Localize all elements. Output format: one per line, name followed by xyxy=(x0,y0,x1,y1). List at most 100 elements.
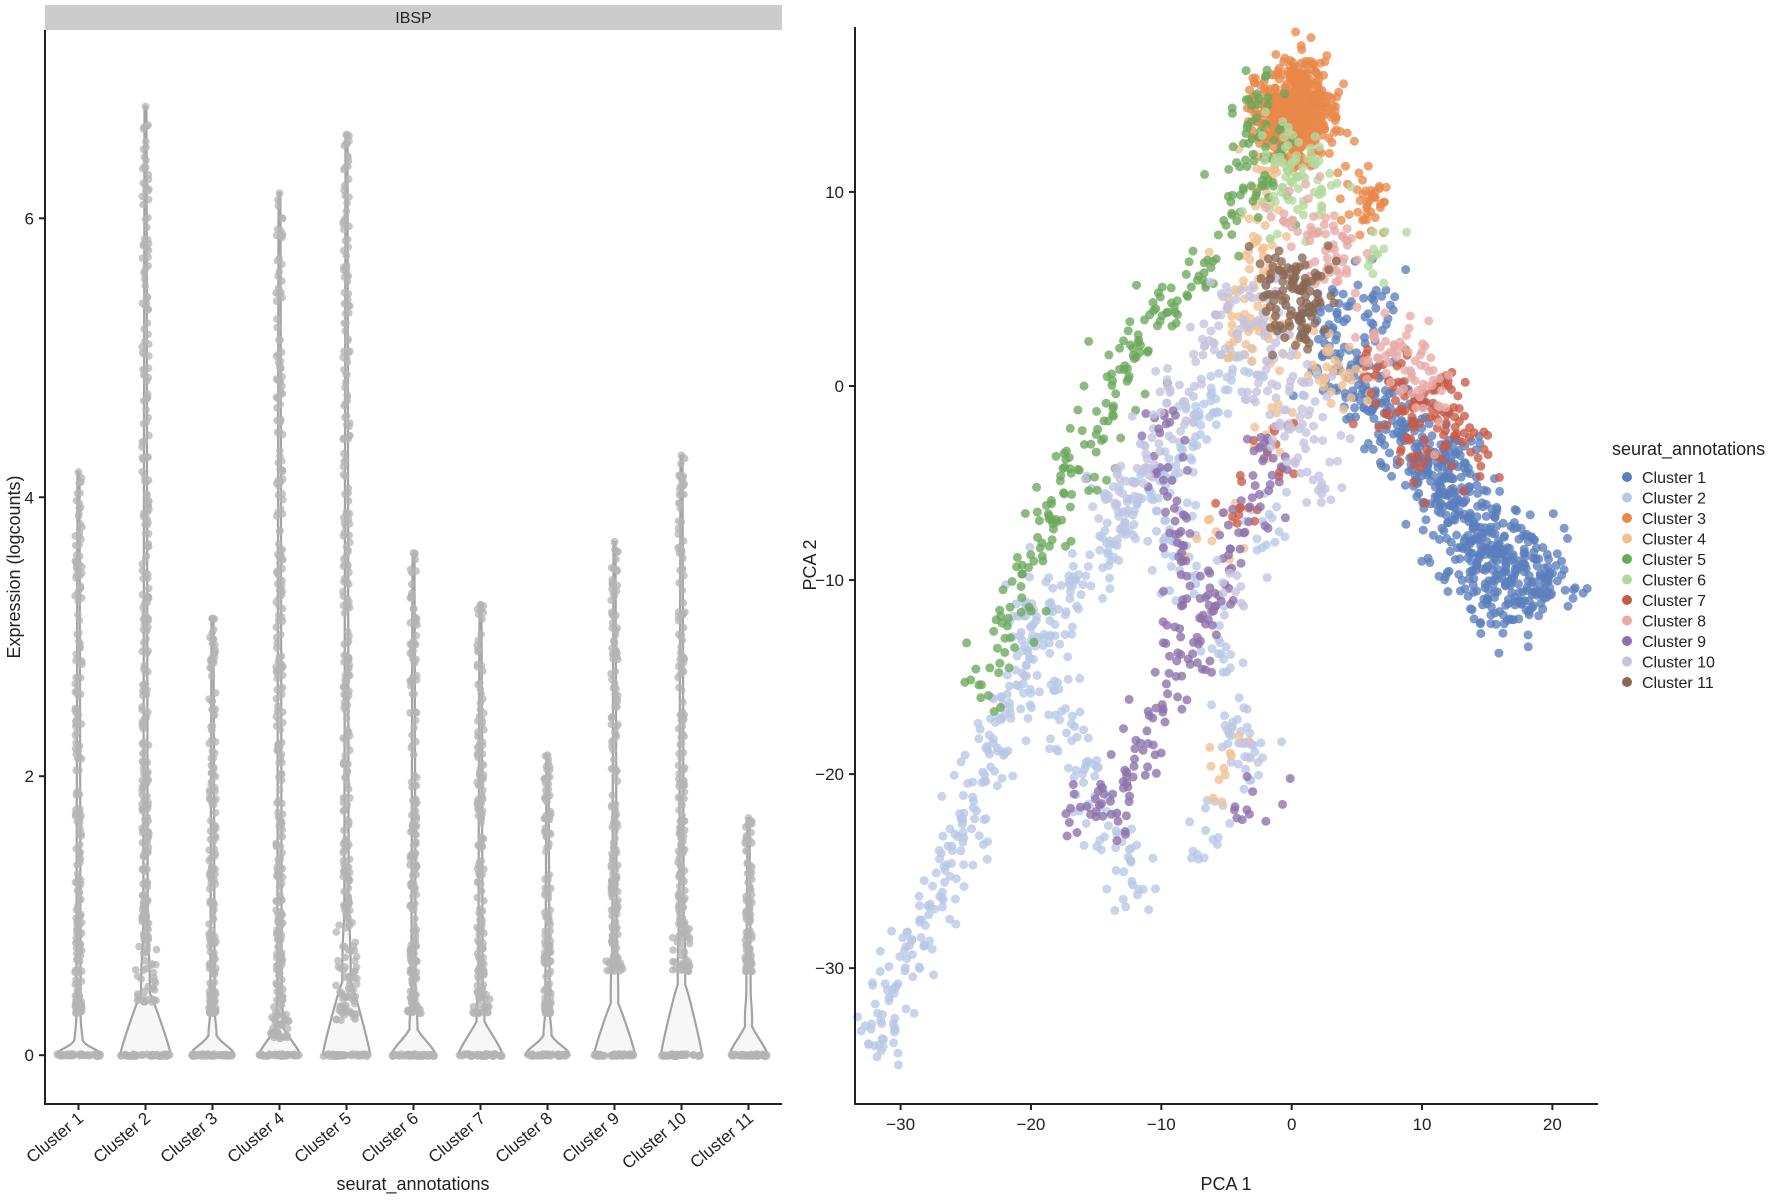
violin-max-point xyxy=(476,600,485,609)
y-tick-label: −20 xyxy=(815,765,844,784)
pca-point xyxy=(1302,323,1312,333)
pca-point xyxy=(1456,472,1466,482)
violin-max-point xyxy=(275,189,284,198)
x-tick-label: Cluster 4 xyxy=(224,1109,288,1167)
legend-swatch xyxy=(1622,554,1632,564)
pca-point xyxy=(1120,765,1130,775)
legend-swatch xyxy=(1622,513,1632,523)
pca-point xyxy=(1330,226,1340,236)
violin-max-point xyxy=(208,614,217,623)
pca-point xyxy=(1076,802,1085,812)
violin-points xyxy=(53,468,104,1061)
violin-9 xyxy=(590,537,638,1061)
pca-point xyxy=(1252,387,1261,397)
pca-point xyxy=(1443,381,1453,391)
pca-point xyxy=(1033,532,1042,542)
pca-point xyxy=(1275,321,1285,331)
pca-point xyxy=(1128,880,1138,890)
legend-item-cluster-9: Cluster 9 xyxy=(1622,634,1706,651)
pca-point xyxy=(1154,424,1164,434)
violin-points xyxy=(319,130,372,1061)
series-cluster-3 xyxy=(1242,27,1391,245)
pca-x-ticks: −30 −20 −10 0 10 20 xyxy=(886,1104,1562,1134)
legend-item-cluster-6: Cluster 6 xyxy=(1622,573,1706,590)
pca-point xyxy=(893,979,903,989)
pca-point xyxy=(958,827,968,837)
pca-point xyxy=(1401,331,1411,340)
pca-point xyxy=(1441,426,1450,436)
violin-2 xyxy=(117,102,174,1060)
y-tick-label: 6 xyxy=(25,209,34,228)
legend-item-cluster-3: Cluster 3 xyxy=(1622,511,1706,528)
violin-points xyxy=(590,537,638,1061)
pca-point xyxy=(1206,263,1216,273)
pca-point xyxy=(877,1010,887,1020)
pca-point xyxy=(1066,719,1076,729)
facet-strip xyxy=(45,5,782,30)
y-tick-label: 0 xyxy=(25,1046,34,1065)
pca-point xyxy=(1225,544,1235,554)
y-tick-label: 10 xyxy=(825,183,844,202)
pca-point xyxy=(1177,540,1187,550)
violin-5 xyxy=(319,130,372,1061)
pca-point xyxy=(1163,463,1173,472)
pca-point xyxy=(1318,111,1328,121)
pca-point xyxy=(1516,598,1526,608)
pca-point xyxy=(1025,653,1035,663)
pca-point xyxy=(1227,208,1237,218)
pca-point xyxy=(935,891,945,901)
pca-point xyxy=(1341,265,1351,275)
pca-point xyxy=(1136,340,1145,350)
pca-point xyxy=(1155,387,1165,397)
pca-point xyxy=(1473,453,1483,463)
pca-point xyxy=(1106,796,1115,806)
pca-point xyxy=(1433,400,1443,410)
pca-point xyxy=(1171,461,1181,471)
violin-x-axis-title: seurat_annotations xyxy=(336,1174,489,1195)
pca-point xyxy=(1039,629,1049,639)
pca-point xyxy=(1120,517,1130,527)
legend-label: Cluster 10 xyxy=(1642,655,1715,672)
y-tick-label: 2 xyxy=(25,767,34,786)
violin-6 xyxy=(388,549,439,1061)
pca-point xyxy=(1301,137,1311,146)
legend-swatch xyxy=(1622,656,1632,667)
pca-point xyxy=(1102,538,1112,548)
legend-label: Cluster 6 xyxy=(1642,573,1706,590)
x-tick-label: 0 xyxy=(1287,1115,1296,1134)
violin-points xyxy=(524,751,570,1061)
violin-points xyxy=(255,189,303,1060)
pca-point xyxy=(1012,680,1022,690)
pca-point xyxy=(1279,216,1289,226)
y-tick-label: 0 xyxy=(835,377,844,396)
pca-point xyxy=(1425,412,1435,422)
pca-point xyxy=(1275,418,1285,428)
pca-point xyxy=(1405,366,1415,375)
pca-point xyxy=(1188,437,1198,447)
pca-point xyxy=(907,950,917,960)
series-cluster-8 xyxy=(1261,171,1453,460)
violin-points xyxy=(455,600,506,1061)
legend-label: Cluster 4 xyxy=(1642,532,1706,549)
pca-point xyxy=(1201,825,1211,835)
violin-max-point xyxy=(677,451,686,460)
pca-point xyxy=(1111,843,1121,853)
pca-point xyxy=(1308,158,1317,168)
violin-3 xyxy=(188,614,236,1061)
pca-point xyxy=(870,1041,880,1051)
violin-max-point xyxy=(342,130,351,139)
pca-point xyxy=(1283,263,1293,273)
pca-point xyxy=(1296,468,1306,478)
x-tick-label: Cluster 9 xyxy=(559,1109,623,1167)
pca-point xyxy=(1169,301,1179,311)
x-tick-label: −10 xyxy=(1147,1115,1176,1134)
violin-max-point xyxy=(74,468,83,477)
pca-point xyxy=(1283,140,1293,150)
pca-point xyxy=(1266,268,1276,278)
pca-point xyxy=(1216,649,1226,659)
violin-points xyxy=(388,549,439,1061)
pca-plot-area xyxy=(853,27,1592,1070)
pca-point xyxy=(1268,181,1278,191)
violin-points xyxy=(117,102,174,1060)
